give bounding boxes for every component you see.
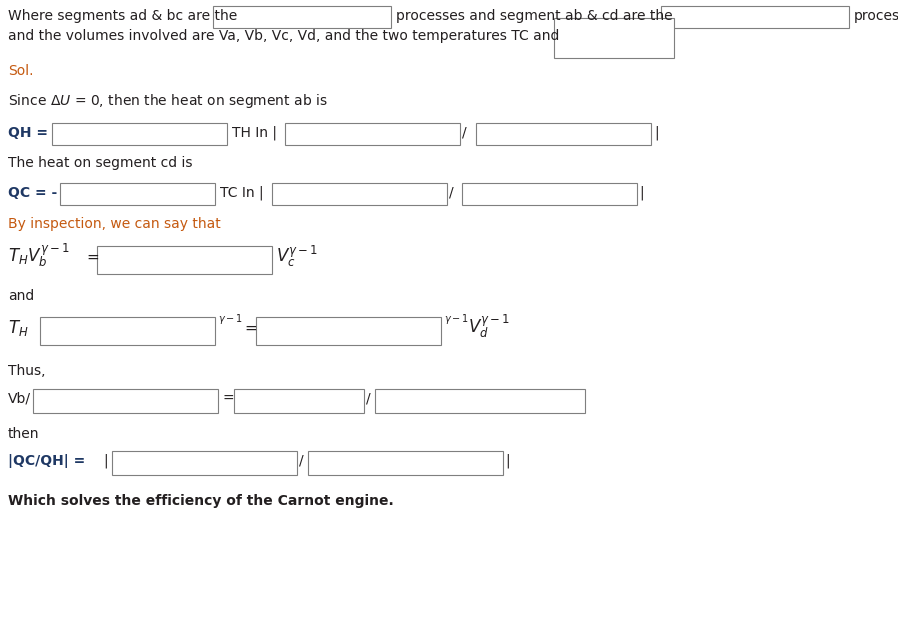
Bar	[234, 389, 364, 413]
Text: processes and segment ab & cd are the: processes and segment ab & cd are the	[396, 9, 673, 23]
Bar	[462, 183, 637, 205]
Text: =: =	[86, 250, 99, 265]
Text: $V_c^{\gamma-1}$: $V_c^{\gamma-1}$	[276, 244, 318, 269]
Bar	[476, 123, 651, 145]
Text: /: /	[366, 392, 371, 406]
Bar	[256, 317, 441, 345]
Text: $V_d^{\gamma-1}$: $V_d^{\gamma-1}$	[468, 312, 510, 340]
Text: By inspection, we can say that: By inspection, we can say that	[8, 217, 221, 231]
Bar	[554, 18, 674, 58]
Bar	[661, 6, 849, 28]
Bar	[112, 451, 297, 475]
Text: $T_H V_b^{\gamma-1}$: $T_H V_b^{\gamma-1}$	[8, 241, 69, 269]
Bar	[33, 389, 218, 413]
Bar	[52, 123, 227, 145]
Text: /: /	[462, 126, 467, 140]
Text: Thus,: Thus,	[8, 364, 46, 378]
Bar	[40, 317, 215, 345]
Text: TC In |: TC In |	[220, 186, 264, 200]
Bar	[97, 246, 272, 274]
Text: and: and	[8, 289, 34, 303]
Text: Sol.: Sol.	[8, 64, 33, 78]
Bar	[213, 6, 391, 28]
Text: Where segments ad & bc are the: Where segments ad & bc are the	[8, 9, 237, 23]
Text: Which solves the efficiency of the Carnot engine.: Which solves the efficiency of the Carno…	[8, 494, 393, 508]
Text: |: |	[654, 126, 658, 141]
Text: then: then	[8, 427, 40, 441]
Bar	[375, 389, 585, 413]
Text: processes;: processes;	[854, 9, 898, 23]
Text: The heat on segment cd is: The heat on segment cd is	[8, 156, 192, 170]
Text: /: /	[449, 186, 453, 200]
Text: $^{\gamma-1}$: $^{\gamma-1}$	[444, 314, 469, 328]
Text: =: =	[244, 321, 257, 336]
Text: Since $\Delta U$ = 0, then the heat on segment ab is: Since $\Delta U$ = 0, then the heat on s…	[8, 92, 328, 110]
Text: TH In |: TH In |	[232, 126, 277, 141]
Text: =: =	[222, 392, 233, 406]
Bar	[285, 123, 460, 145]
Text: |: |	[639, 186, 644, 200]
Text: $T_H$: $T_H$	[8, 318, 29, 338]
Bar	[272, 183, 447, 205]
Text: |: |	[505, 454, 510, 468]
Bar	[308, 451, 503, 475]
Text: |: |	[103, 454, 108, 468]
Text: Vb/: Vb/	[8, 392, 31, 406]
Text: and the volumes involved are Va, Vb, Vc, Vd, and the two temperatures TC and: and the volumes involved are Va, Vb, Vc,…	[8, 29, 559, 43]
Text: |QC/QH| =: |QC/QH| =	[8, 454, 85, 468]
Text: QC = -: QC = -	[8, 186, 57, 200]
Text: $^{\gamma-1}$: $^{\gamma-1}$	[218, 314, 243, 328]
Bar	[60, 183, 215, 205]
Text: /: /	[299, 454, 304, 468]
Text: QH =: QH =	[8, 126, 48, 140]
